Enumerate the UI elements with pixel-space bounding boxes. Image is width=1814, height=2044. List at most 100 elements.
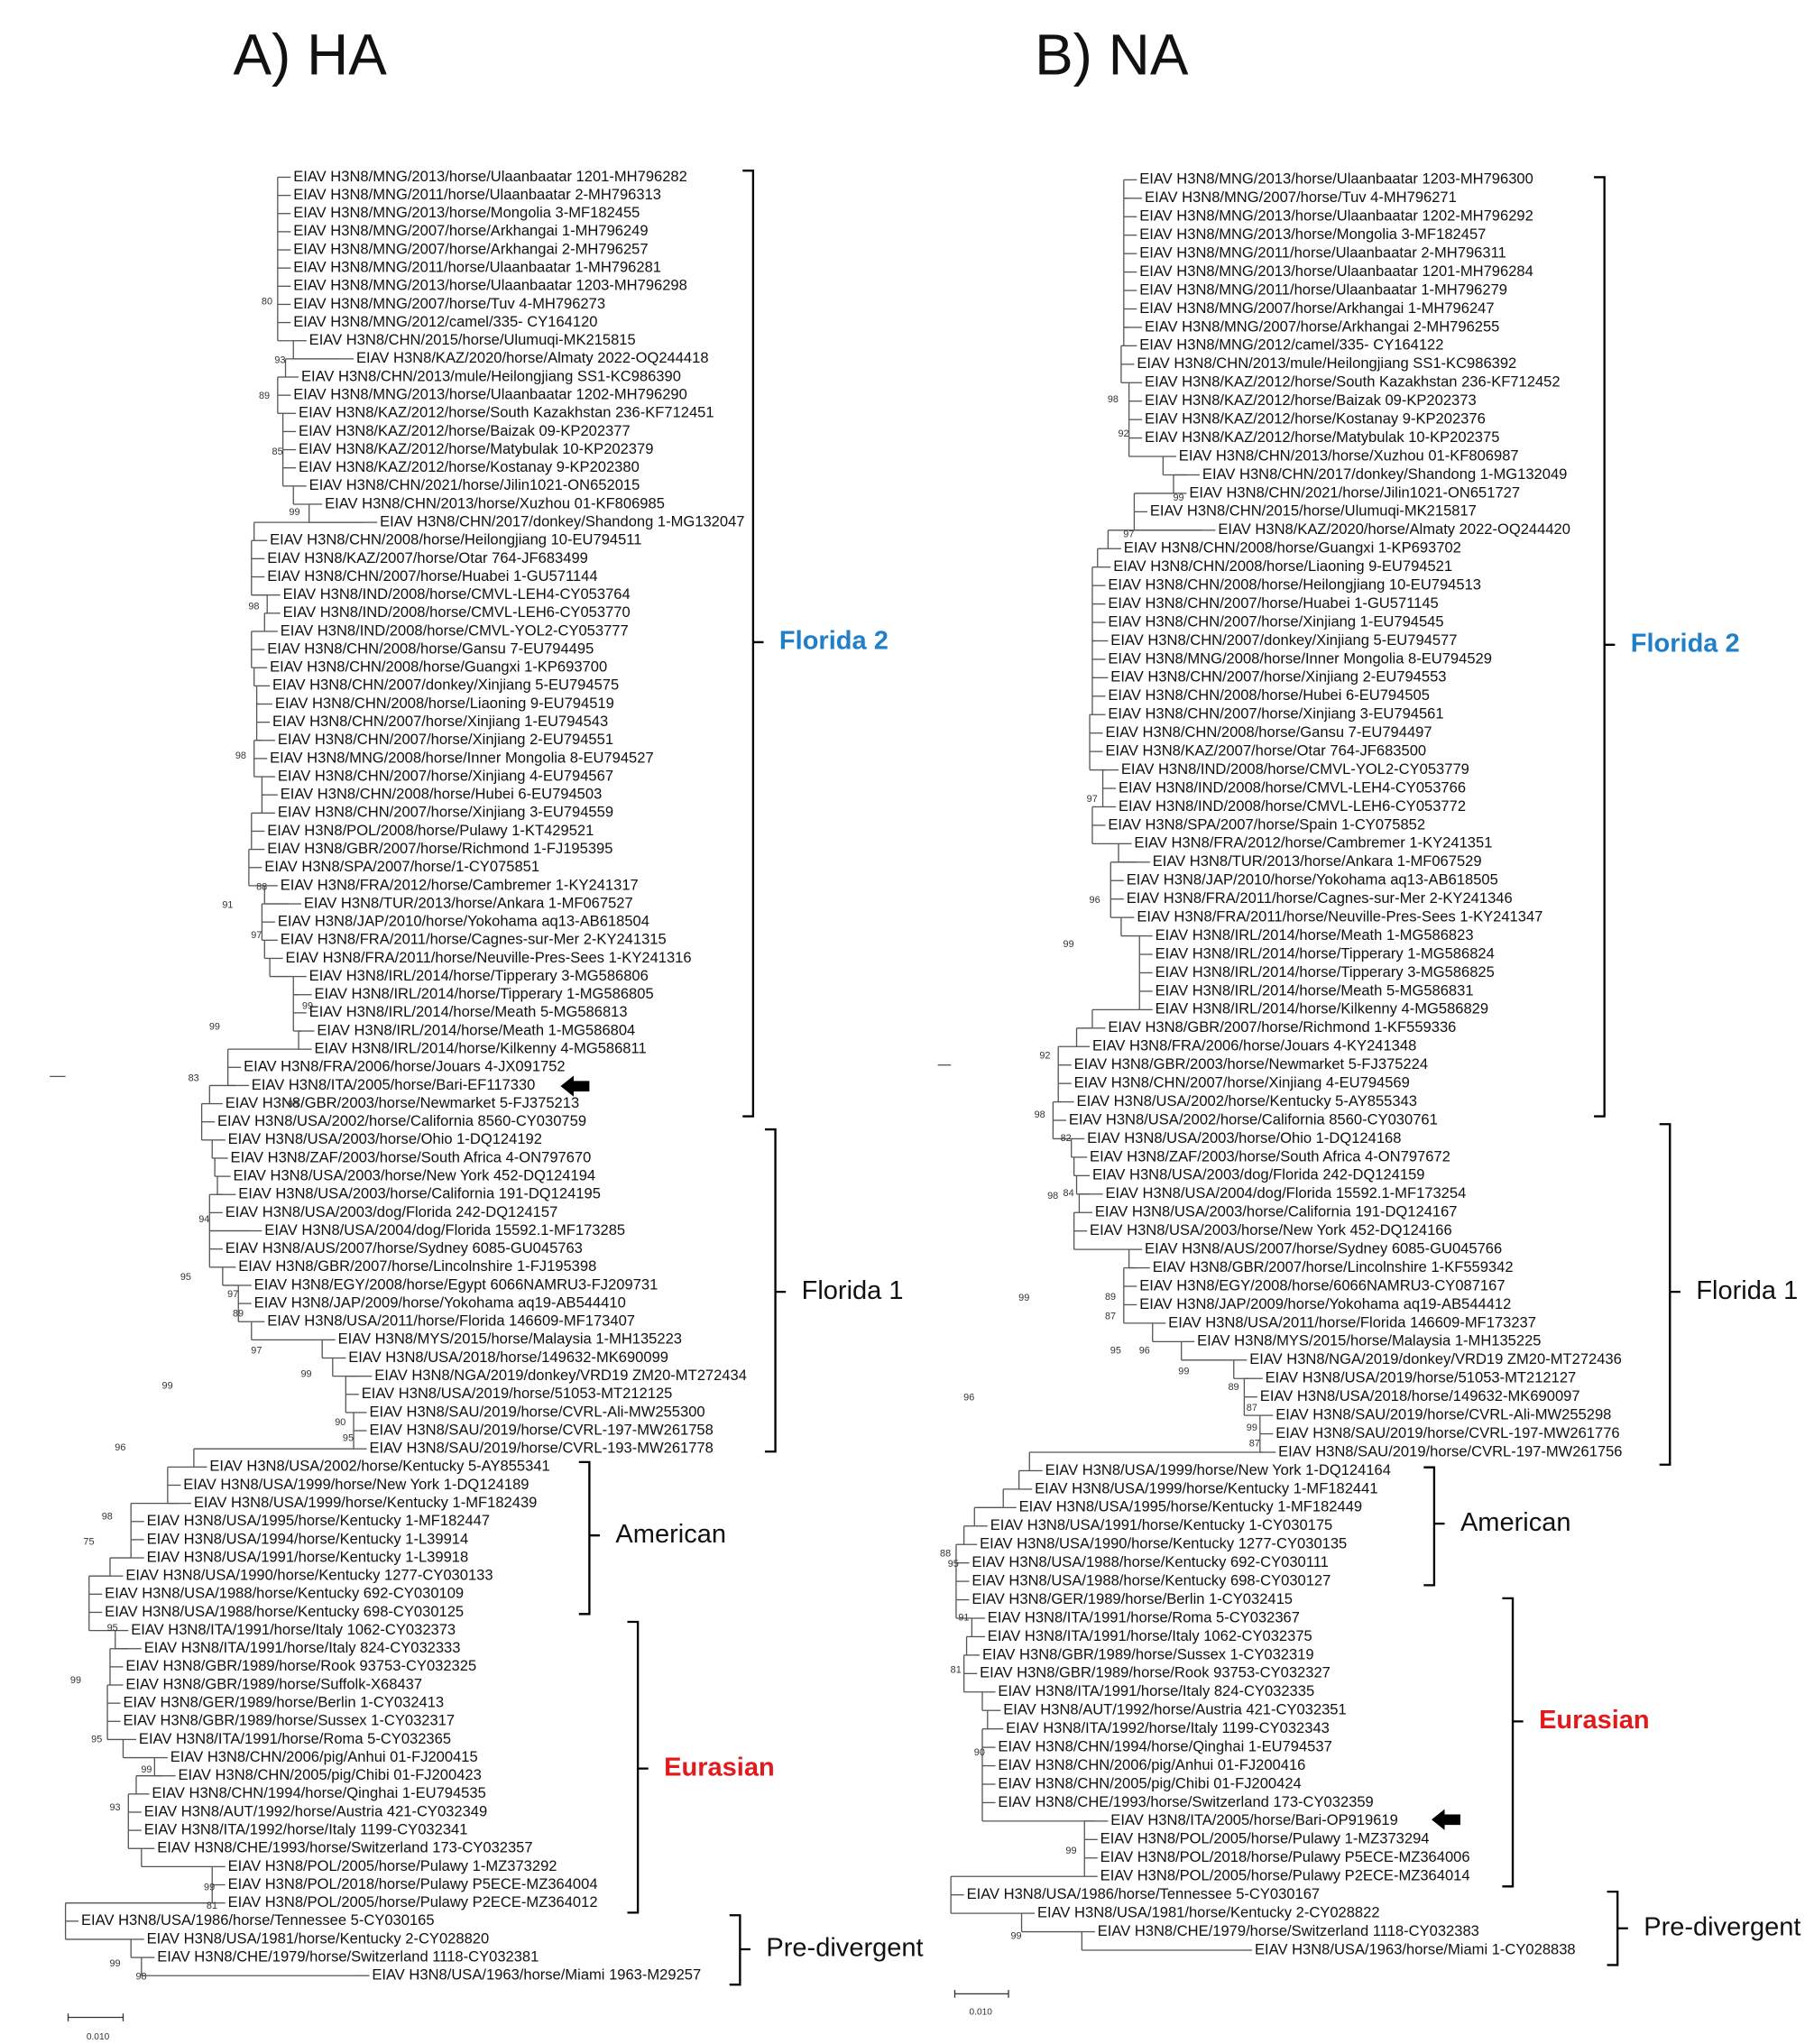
bootstrap-value: 82 bbox=[1061, 1133, 1072, 1144]
leaf-label: EIAV H3N8/CHN/2007/horse/Xinjiang 1-EU79… bbox=[272, 713, 608, 730]
leaf-label: EIAV H3N8/GBR/2007/horse/Lincolnshire 1-… bbox=[238, 1257, 596, 1275]
bootstrap-value: 95 bbox=[948, 1559, 959, 1570]
leaf-label: EIAV H3N8/POL/2008/horse/Pulawy 1-KT4295… bbox=[267, 822, 594, 839]
leaf-label: EIAV H3N8/ITA/1991/horse/Italy 824-CY032… bbox=[144, 1639, 461, 1656]
leaf-label: EIAV H3N8/FRA/2006/horse/Jouars 4-JX0917… bbox=[244, 1058, 566, 1075]
bootstrap-value: 97 bbox=[227, 1289, 238, 1300]
leaf-label: EIAV H3N8/USA/1988/horse/Kentucky 692-CY… bbox=[971, 1553, 1329, 1570]
leaf-label: EIAV H3N8/KAZ/2012/horse/South Kazakhsta… bbox=[1145, 373, 1561, 391]
leaf-label: EIAV H3N8/ITA/1992/horse/Italy 1199-CY03… bbox=[144, 1820, 468, 1837]
clade-label: American bbox=[615, 1520, 726, 1549]
leaf-label: EIAV H3N8/EGY/2008/horse/Egypt 6066NAMRU… bbox=[254, 1275, 658, 1293]
leaf-label: EIAV H3N8/USA/2019/horse/51053-MT212127 bbox=[1266, 1369, 1577, 1386]
leaf-label: EIAV H3N8/AUT/1992/horse/Austria 421-CY0… bbox=[144, 1802, 487, 1819]
leaf-label: EIAV H3N8/IRL/2014/horse/Tipperary 1-MG5… bbox=[314, 985, 653, 1002]
leaf-label: EIAV H3N8/MNG/2012/camel/335- CY164122 bbox=[1139, 336, 1443, 354]
leaf-label: EIAV H3N8/USA/1988/horse/Kentucky 698-CY… bbox=[105, 1603, 464, 1620]
bootstrap-value: 99 bbox=[1065, 1846, 1076, 1856]
leaf-label: EIAV H3N8/CHN/2007/horse/Xinjiang 3-EU79… bbox=[1108, 705, 1443, 723]
leaf-label: EIAV H3N8/GER/1989/horse/Berlin 1-CY0324… bbox=[123, 1694, 444, 1711]
clade-bracket bbox=[1502, 1597, 1524, 1888]
leaf-label: EIAV H3N8/CHN/2008/horse/Hubei 6-EU79450… bbox=[1108, 686, 1430, 704]
leaf-label: EIAV H3N8/NGA/2019/donkey/VRD19 ZM20-MT2… bbox=[1249, 1350, 1622, 1367]
leaf-label: EIAV H3N8/SAU/2019/horse/CVRL-197-MW2617… bbox=[1275, 1424, 1619, 1441]
leaf-label: EIAV H3N8/GBR/1989/horse/Sussex 1-CY0323… bbox=[982, 1645, 1314, 1662]
leaf-label: EIAV H3N8/KAZ/2012/horse/Matybulak 10-KP… bbox=[1145, 428, 1499, 446]
leaf-label: EIAV H3N8/USA/2003/horse/Ohio 1-DQ124168 bbox=[1087, 1129, 1401, 1146]
leaf-label: EIAV H3N8/JAP/2009/horse/Yokohama aq19-A… bbox=[254, 1294, 626, 1311]
bootstrap-value: 99 bbox=[204, 1883, 215, 1893]
leaf-label: EIAV H3N8/IND/2008/horse/CMVL-YOL2-CY053… bbox=[281, 621, 629, 639]
bootstrap-value: 88 bbox=[256, 881, 267, 892]
leaf-label: EIAV H3N8/USA/1986/horse/Tennessee 5-CY0… bbox=[81, 1911, 435, 1929]
leaf-label: EIAV H3N8/CHN/1994/horse/Qinghai 1-EU794… bbox=[998, 1737, 1331, 1754]
clade-label: Florida 1 bbox=[802, 1276, 904, 1305]
leaf-label: EIAV H3N8/CHN/2007/horse/Xinjiang 2-EU79… bbox=[1110, 668, 1446, 686]
leaf-label: EIAV H3N8/POL/2005/horse/Pulawy 1-MZ3732… bbox=[228, 1857, 557, 1874]
leaf-label: EIAV H3N8/JAP/2009/horse/Yokohama aq19-A… bbox=[1139, 1295, 1511, 1312]
bootstrap-value: 75 bbox=[83, 1536, 94, 1547]
leaf-label: EIAV H3N8/CHN/2021/horse/Jilin1021-ON651… bbox=[1189, 483, 1520, 501]
leaf-label: EIAV H3N8/IND/2008/horse/CMVL-LEH6-CY053… bbox=[283, 603, 631, 621]
leaf-label: EIAV H3N8/KAZ/2012/horse/Baizak 09-KP202… bbox=[1145, 391, 1477, 409]
bootstrap-value: 97 bbox=[1087, 794, 1098, 805]
leaf-label: EIAV H3N8/USA/1963/horse/Miami 1963-M292… bbox=[372, 1966, 701, 1984]
leaf-label: EIAV H3N8/MNG/2011/horse/Ulaanbaatar 1-M… bbox=[293, 259, 661, 276]
leaf-label: EIAV H3N8/USA/1999/horse/New York 1-DQ12… bbox=[1045, 1461, 1391, 1478]
leaf-label: EIAV H3N8/JAP/2010/horse/Yokohama aq13-A… bbox=[278, 913, 649, 930]
leaf-label: EIAV H3N8/ITA/2005/horse/Bari-OP919619 bbox=[1110, 1811, 1398, 1828]
leaf-label: EIAV H3N8/GBR/1989/horse/Rook 93753-CY03… bbox=[980, 1664, 1331, 1681]
bootstrap-value: 98 bbox=[235, 750, 246, 761]
bootstrap-value: 99 bbox=[302, 1000, 313, 1011]
leaf-label: EIAV H3N8/FRA/2011/horse/Neuville-Pres-S… bbox=[286, 949, 692, 966]
leaf-label: EIAV H3N8/GBR/1989/horse/Sussex 1-CY0323… bbox=[123, 1712, 455, 1729]
bootstrap-value: 81 bbox=[207, 1901, 217, 1911]
leaf-label: EIAV H3N8/CHN/2008/horse/Gansu 7-EU79449… bbox=[267, 640, 594, 657]
leaf-label: EIAV H3N8/AUS/2007/horse/Sydney 6085-GU0… bbox=[1145, 1239, 1502, 1257]
leaf-label: EIAV H3N8/USA/2003/horse/New York 452-DQ… bbox=[233, 1166, 595, 1183]
leaf-label: EIAV H3N8/CHE/1979/horse/Switzerland 111… bbox=[1098, 1922, 1479, 1939]
leaf-label: EIAV H3N8/KAZ/2020/horse/Almaty 2022-OQ2… bbox=[1218, 520, 1570, 538]
leaf-label: EIAV H3N8/CHN/2008/horse/Liaoning 9-EU79… bbox=[275, 695, 614, 712]
leaf-label: EIAV H3N8/MNG/2013/horse/Ulaanbaatar 120… bbox=[1139, 262, 1533, 280]
leaf-label: EIAV H3N8/GBR/2007/horse/Lincolnshire 1-… bbox=[1153, 1258, 1514, 1275]
leaf-label: EIAV H3N8/USA/2004/dog/Florida 15592.1-M… bbox=[1105, 1184, 1466, 1202]
leaf-label: EIAV H3N8/FRA/2012/horse/Cambremer 1-KY2… bbox=[1134, 834, 1492, 852]
leaf-label: EIAV H3N8/CHN/2007/horse/Xinjiang 1-EU79… bbox=[1108, 612, 1443, 630]
leaf-label: EIAV H3N8/USA/1963/horse/Miami 1-CY02883… bbox=[1255, 1940, 1576, 1957]
bootstrap-value: 97 bbox=[251, 930, 262, 941]
bootstrap-value: 98 bbox=[102, 1512, 113, 1523]
leaf-label: EIAV H3N8/ITA/1991/horse/Italy 1062-CY03… bbox=[988, 1627, 1312, 1644]
leaf-label: EIAV H3N8/USA/2018/horse/149632-MK690099 bbox=[348, 1349, 668, 1366]
scale-label: 0.010 bbox=[87, 2032, 110, 2042]
leaf-label: EIAV H3N8/KAZ/2012/horse/Baizak 09-KP202… bbox=[299, 422, 631, 439]
leaf-label: EIAV H3N8/IND/2008/horse/CMVL-LEH6-CY053… bbox=[1119, 797, 1466, 815]
leaf-label: EIAV H3N8/USA/1988/horse/Kentucky 698-CY… bbox=[971, 1571, 1331, 1588]
leaf-label: EIAV H3N8/MNG/2008/horse/Inner Mongolia … bbox=[1108, 649, 1492, 667]
leaf-label: EIAV H3N8/CHN/2013/mule/Heilongjiang SS1… bbox=[1137, 354, 1516, 372]
leaf-label: EIAV H3N8/GBR/1989/horse/Rook 93753-CY03… bbox=[125, 1657, 476, 1674]
leaf-label: EIAV H3N8/USA/2003/horse/California 191-… bbox=[238, 1185, 601, 1202]
leaf-label: EIAV H3N8/TUR/2013/horse/Ankara 1-MF0675… bbox=[304, 894, 633, 911]
leaf-label: EIAV H3N8/TUR/2013/horse/Ankara 1-MF0675… bbox=[1153, 852, 1482, 870]
leaf-label: EIAV H3N8/USA/2003/horse/New York 452-DQ… bbox=[1090, 1221, 1452, 1238]
leaf-label: EIAV H3N8/USA/2002/horse/California 8560… bbox=[217, 1112, 586, 1129]
leaf-label: EIAV H3N8/CHE/1993/horse/Switzerland 173… bbox=[157, 1839, 532, 1856]
bootstrap-value: 96 bbox=[115, 1442, 125, 1453]
leaf-label: EIAV H3N8/AUS/2007/horse/Sydney 6085-GU0… bbox=[226, 1239, 583, 1257]
clade-bracket bbox=[742, 170, 764, 1118]
bootstrap-value: 89 bbox=[259, 391, 270, 401]
leaf-label: EIAV H3N8/IRL/2014/horse/Meath 1-MG58682… bbox=[1156, 926, 1474, 944]
leaf-label: EIAV H3N8/MNG/2011/horse/Ulaanbaatar 1-M… bbox=[1139, 281, 1507, 298]
leaf-label: EIAV H3N8/CHN/2017/donkey/Shandong 1-MG1… bbox=[380, 512, 744, 529]
bootstrap-value: 96 bbox=[1090, 895, 1100, 906]
leaf-label: EIAV H3N8/USA/2003/horse/Ohio 1-DQ124192 bbox=[228, 1130, 542, 1147]
leaf-label: EIAV H3N8/POL/2018/horse/Pulawy P5ECE-MZ… bbox=[228, 1875, 598, 1892]
leaf-label: EIAV H3N8/FRA/2012/horse/Cambremer 1-KY2… bbox=[281, 876, 639, 893]
leaf-label: EIAV H3N8/ITA/1991/horse/Roma 5-CY032365 bbox=[139, 1730, 451, 1747]
bootstrap-value: 92 bbox=[1119, 428, 1129, 439]
leaf-label: EIAV H3N8/FRA/2011/horse/Neuville-Pres-S… bbox=[1137, 908, 1542, 925]
leaf-label: EIAV H3N8/IRL/2014/horse/Kilkenny 4-MG58… bbox=[1156, 1000, 1488, 1017]
scale-label: 0.010 bbox=[969, 2007, 992, 2017]
leaf-label: EIAV H3N8/USA/1986/horse/Tennessee 5-CY0… bbox=[967, 1885, 1321, 1902]
